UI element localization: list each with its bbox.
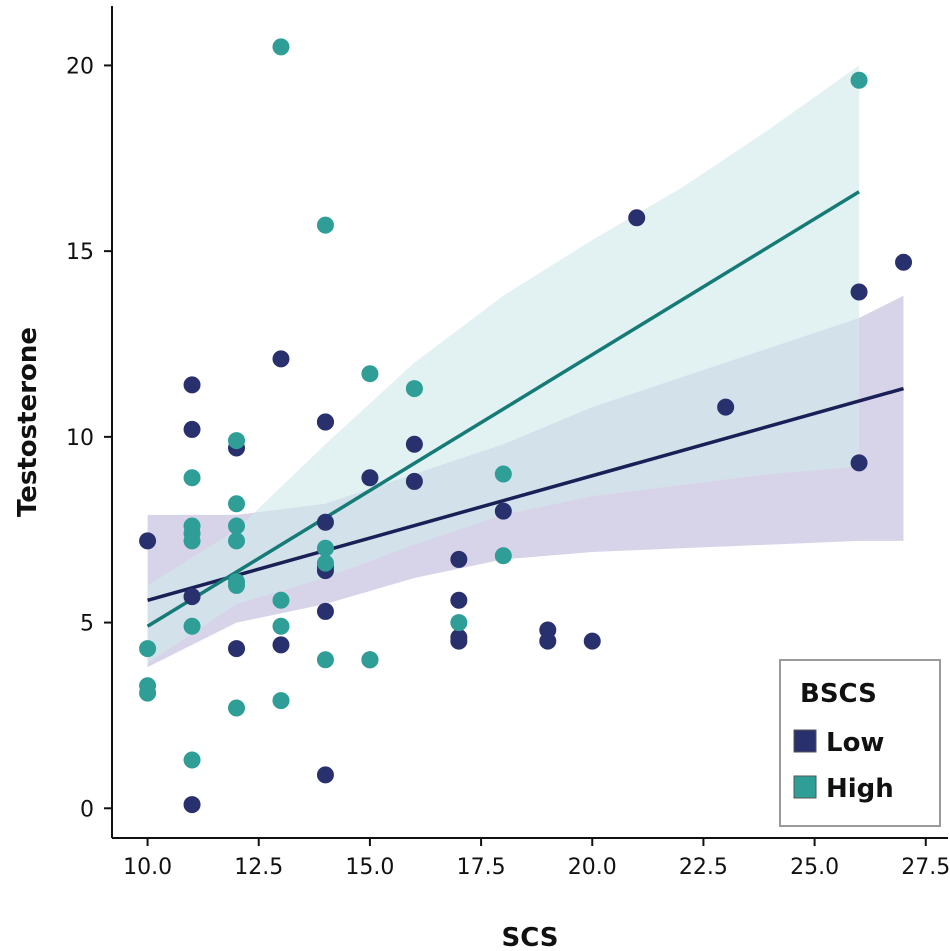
point-high-18 <box>272 617 290 635</box>
y-tick-label: 5 <box>80 612 94 637</box>
data-points <box>139 38 913 814</box>
point-high-26 <box>405 380 423 398</box>
y-tick-label: 10 <box>66 426 94 451</box>
point-high-24 <box>361 365 379 383</box>
point-high-23 <box>316 651 334 669</box>
point-low-1 <box>183 376 201 394</box>
point-low-14 <box>316 602 334 620</box>
confidence-band-high <box>147 65 860 664</box>
point-high-3 <box>183 469 201 487</box>
x-tick-label: 27.5 <box>901 855 950 880</box>
point-low-8 <box>272 636 290 654</box>
legend-label-low: Low <box>826 728 884 758</box>
x-axis-title: SCS <box>501 923 558 951</box>
y-axis-title: Testosterone <box>13 327 43 517</box>
point-low-30 <box>850 283 868 301</box>
point-high-22 <box>316 554 334 572</box>
point-high-12 <box>228 532 246 550</box>
regression-line-high <box>146 190 860 628</box>
point-low-24 <box>494 502 512 520</box>
point-high-29 <box>494 547 512 565</box>
point-high-19 <box>272 692 290 710</box>
y-tick-label: 0 <box>80 797 94 822</box>
point-high-15 <box>228 699 246 717</box>
point-high-20 <box>316 216 334 234</box>
point-low-16 <box>361 469 379 487</box>
point-high-30 <box>850 71 868 89</box>
point-low-18 <box>405 435 423 453</box>
x-tick-label: 20.0 <box>568 855 617 880</box>
point-low-4 <box>183 796 201 814</box>
x-tick-label: 10.0 <box>123 855 172 880</box>
regression-line-low <box>147 386 905 602</box>
x-tick-label: 22.5 <box>679 855 728 880</box>
point-low-27 <box>583 632 601 650</box>
point-low-6 <box>228 640 246 658</box>
point-high-6 <box>183 532 201 550</box>
point-low-20 <box>450 550 468 568</box>
point-low-7 <box>272 350 290 368</box>
point-low-2 <box>183 420 201 438</box>
y-tick-label: 15 <box>66 240 94 265</box>
point-low-21 <box>450 591 468 609</box>
point-low-31 <box>850 454 868 472</box>
point-low-26 <box>539 632 557 650</box>
point-low-19 <box>405 472 423 490</box>
legend: BSCS Low High <box>779 659 941 827</box>
point-high-27 <box>450 614 468 632</box>
point-high-10 <box>228 495 246 513</box>
point-high-0 <box>139 640 157 658</box>
point-low-3 <box>183 588 201 606</box>
point-low-29 <box>717 398 735 416</box>
confidence-bands <box>147 65 904 668</box>
x-tick-label: 15.0 <box>345 855 394 880</box>
point-low-28 <box>628 209 646 227</box>
point-low-10 <box>316 413 334 431</box>
point-high-7 <box>183 617 201 635</box>
x-tick-label: 12.5 <box>234 855 283 880</box>
point-low-15 <box>316 766 334 784</box>
legend-swatch-high <box>793 775 817 799</box>
point-high-16 <box>272 38 290 56</box>
point-low-23 <box>450 628 468 646</box>
y-tick-label: 20 <box>66 54 94 79</box>
legend-swatch-low <box>793 729 817 753</box>
x-tick-label: 25.0 <box>790 855 839 880</box>
point-high-17 <box>272 591 290 609</box>
point-high-9 <box>228 432 246 450</box>
regression-lines <box>146 190 905 628</box>
legend-title: BSCS <box>800 679 877 709</box>
axes: 10.0 12.5 15.0 17.5 20.0 22.5 25.0 27.5 0 5 10 15 20… <box>13 6 950 951</box>
point-low-0 <box>139 532 157 550</box>
point-high-25 <box>361 651 379 669</box>
point-high-11 <box>228 517 246 535</box>
point-high-8 <box>183 751 201 769</box>
point-low-11 <box>316 513 334 531</box>
legend-label-high: High <box>826 774 894 804</box>
point-high-28 <box>494 465 512 483</box>
x-tick-label: 17.5 <box>457 855 506 880</box>
point-high-21 <box>316 539 334 557</box>
point-high-2 <box>139 684 157 702</box>
point-low-32 <box>895 253 913 271</box>
point-high-14 <box>228 576 246 594</box>
